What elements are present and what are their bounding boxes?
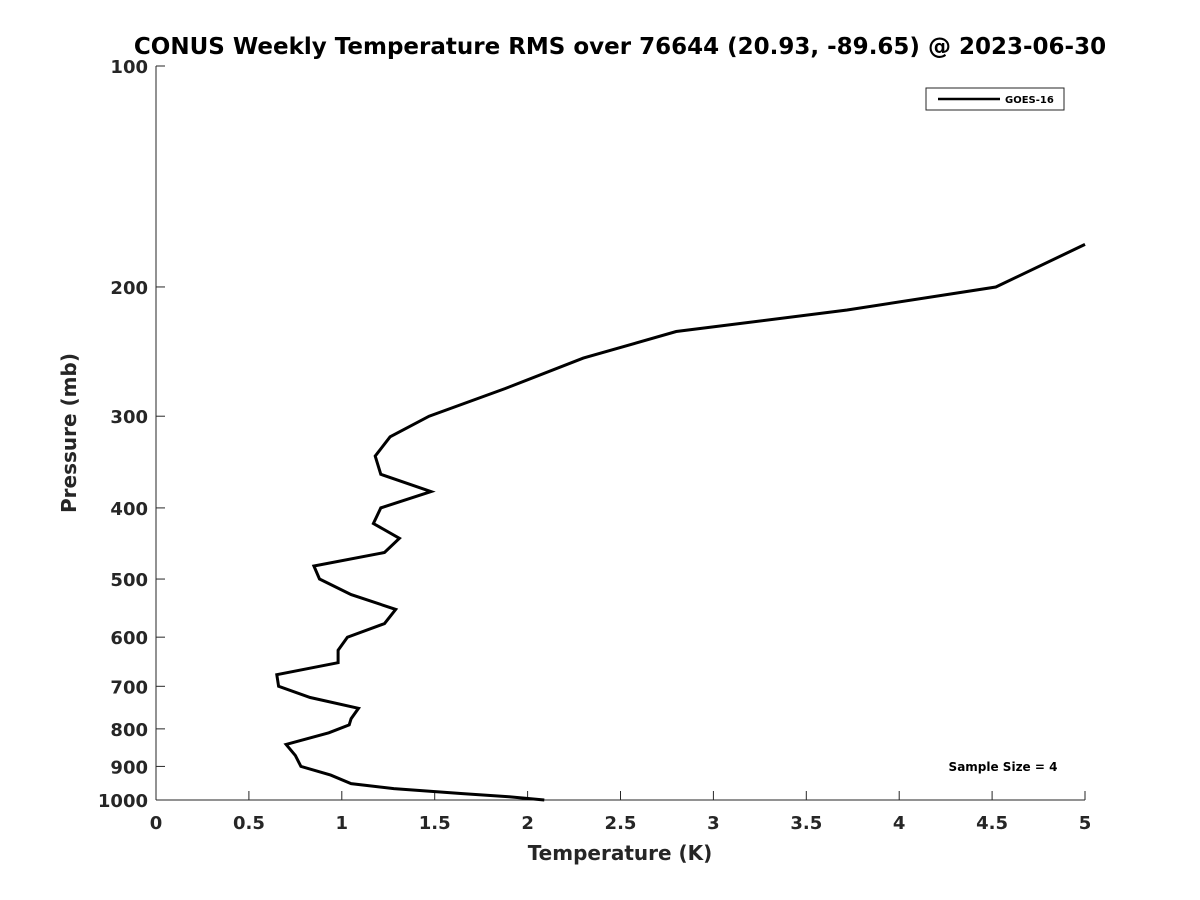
x-tick-label: 5 — [1079, 813, 1092, 834]
y-tick-label: 900 — [110, 757, 148, 778]
y-tick-label: 800 — [110, 720, 148, 741]
y-tick-label: 500 — [110, 570, 148, 591]
x-tick-label: 3.5 — [790, 813, 822, 834]
x-tick-label: 0 — [150, 813, 163, 834]
x-tick-label: 1 — [336, 813, 349, 834]
x-tick-label: 2 — [521, 813, 534, 834]
legend-label-goes-16: GOES-16 — [1005, 95, 1054, 106]
x-ticks: 0 0.5 1 1.5 2 2.5 3 3.5 4 4.5 5 — [150, 791, 1092, 834]
y-tick-label: 300 — [110, 407, 148, 428]
y-tick-label: 600 — [110, 628, 148, 649]
y-tick-label: 200 — [110, 278, 148, 299]
y-tick-label: 100 — [110, 57, 148, 78]
y-tick-label: 700 — [110, 677, 148, 698]
x-tick-label: 4.5 — [976, 813, 1008, 834]
x-axis-label: Temperature (K) — [528, 841, 713, 865]
y-tick-label: 400 — [110, 499, 148, 520]
sample-size-annotation: Sample Size = 4 — [949, 760, 1058, 774]
y-tick-label: 1000 — [98, 791, 148, 812]
x-tick-label: 2.5 — [605, 813, 637, 834]
x-tick-label: 0.5 — [233, 813, 265, 834]
y-axis-label: Pressure (mb) — [57, 353, 81, 513]
x-tick-label: 3 — [707, 813, 720, 834]
series-group — [275, 243, 1086, 802]
legend: GOES-16 — [925, 87, 1065, 111]
chart-title: CONUS Weekly Temperature RMS over 76644 … — [134, 34, 1106, 60]
x-tick-label: 4 — [893, 813, 906, 834]
x-tick-label: 1.5 — [419, 813, 451, 834]
series-line-goes-16 — [275, 243, 1086, 802]
y-ticks: 100 200 300 400 500 600 700 800 900 1000 — [98, 57, 165, 812]
